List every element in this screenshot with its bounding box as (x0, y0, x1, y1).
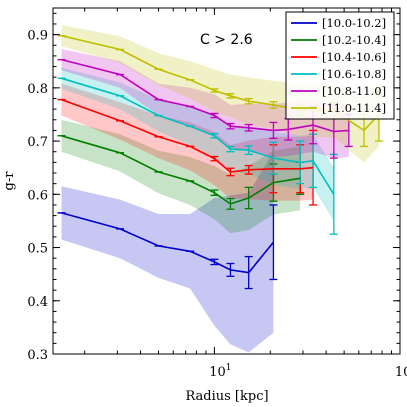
band-series-3 (61, 67, 334, 221)
y-tick-label: 0.9 (27, 29, 48, 44)
y-tick-label: 0.4 (27, 295, 48, 310)
annotation-text: C > 2.6 (200, 32, 253, 48)
legend-label-3: [10.6-10.8] (322, 67, 386, 81)
series-line-1 (61, 135, 301, 205)
y-tick-label: 0.7 (27, 135, 48, 150)
series-line-4 (61, 58, 349, 133)
legend-label-4: [10.8-11.0] (322, 84, 386, 98)
y-axis-label: g-r (2, 171, 17, 191)
legend-label-1: [10.2-10.4] (322, 33, 386, 47)
legend-box (285, 11, 395, 120)
band-series-1 (61, 119, 301, 234)
x-axis-label: Radius [kpc] (185, 389, 268, 404)
x-tick-exponent: 1 (226, 363, 232, 373)
legend: [10.0-10.2] [10.2-10.4] [10.4-10.6] [10.6-1… (285, 11, 395, 120)
plot-frame (52, 7, 401, 355)
series-line-2 (61, 98, 314, 173)
series-line-0 (61, 212, 275, 274)
y-tick-label: 0.5 (27, 242, 48, 257)
legend-label-0: [10.0-10.2] (322, 16, 386, 30)
band-series-0 (61, 151, 274, 353)
y-tick-label: 0.8 (27, 82, 48, 97)
legend-label-2: [10.4-10.6] (322, 50, 386, 64)
band-series-2 (61, 83, 313, 201)
legend-label-5: [11.0-11.4] (322, 101, 386, 115)
x-tick-label: 102 (395, 363, 407, 380)
x-tick-label: 101 (209, 363, 231, 380)
y-tick-label: 0.6 (27, 188, 48, 203)
series-line-3 (61, 77, 335, 195)
y-tick-label: 0.3 (27, 348, 48, 363)
